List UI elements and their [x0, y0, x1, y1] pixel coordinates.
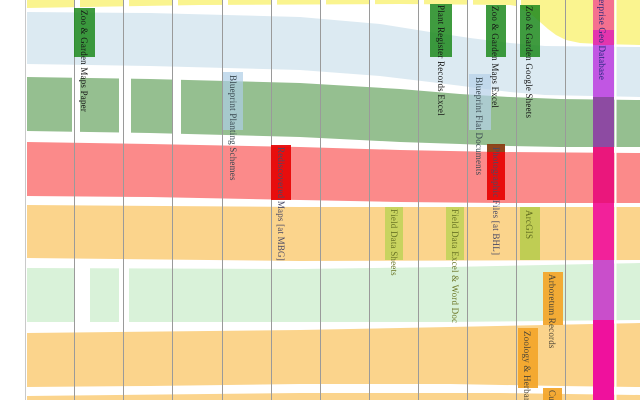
enterprise-geo-database-node-segment[interactable] — [593, 260, 614, 320]
zoo-garden-maps-excel-node[interactable] — [486, 5, 506, 57]
blueprint-flow-gap — [172, 74, 181, 136]
maps-flow-gap — [123, 0, 129, 10]
enterprise-geo-database-node-segment[interactable] — [593, 147, 614, 203]
maps-flow-gap — [418, 0, 424, 10]
blueprint-flow-gap — [119, 74, 131, 136]
field-data-flow-band — [27, 205, 640, 261]
maps-flow-gap — [271, 0, 277, 10]
enterprise-geo-database-node-segment[interactable] — [593, 45, 614, 97]
enterprise-geo-database-node-segment[interactable] — [593, 320, 614, 400]
bottom-flow-band — [27, 393, 640, 400]
cu-records-node[interactable] — [543, 388, 562, 400]
maps-flow-gap — [172, 0, 178, 10]
enterprise-geo-database-node-segment[interactable] — [593, 0, 614, 30]
photographic-files-bhl-node[interactable] — [487, 152, 505, 200]
blueprint-flat-documents-node[interactable] — [469, 74, 491, 130]
field-data-sheets-node[interactable] — [385, 207, 403, 260]
rediscovered-maps-mbg-node[interactable] — [271, 145, 291, 200]
blueprint-planting-schemes-node[interactable] — [223, 72, 243, 130]
plant-register-records-excel-node[interactable] — [430, 4, 452, 57]
maps-flow-gap — [467, 0, 473, 10]
arboretum-flow-band — [27, 263, 640, 322]
zoo-garden-maps-paper-node[interactable] — [74, 8, 95, 57]
enterprise-geo-database-node-segment[interactable] — [593, 97, 614, 147]
photo-flow-band — [27, 142, 640, 203]
maps-flow-gap — [369, 0, 375, 10]
maps-flow-gap — [516, 0, 521, 9]
maps-flow-band — [27, 0, 640, 45]
maps-flow-gap — [320, 0, 326, 10]
arcgis-node[interactable] — [520, 207, 540, 260]
arboretum-records-node[interactable] — [543, 272, 563, 325]
field-data-excel-word-node[interactable] — [446, 207, 464, 260]
enterprise-geo-database-node-segment[interactable] — [593, 203, 614, 260]
maps-flow-gap — [74, 0, 80, 10]
arboretum-flow-gap — [75, 264, 90, 326]
blueprint-flow-gap — [72, 74, 80, 136]
zoo-garden-google-sheets-node[interactable] — [520, 5, 540, 57]
enterprise-geo-database-node-segment[interactable] — [593, 30, 614, 45]
photo-files-bhl-cap-node[interactable] — [487, 144, 505, 152]
zoology-flow-band — [27, 323, 640, 387]
maps-flow-gap — [222, 0, 228, 10]
zoology-herbarium-node[interactable] — [518, 328, 538, 388]
